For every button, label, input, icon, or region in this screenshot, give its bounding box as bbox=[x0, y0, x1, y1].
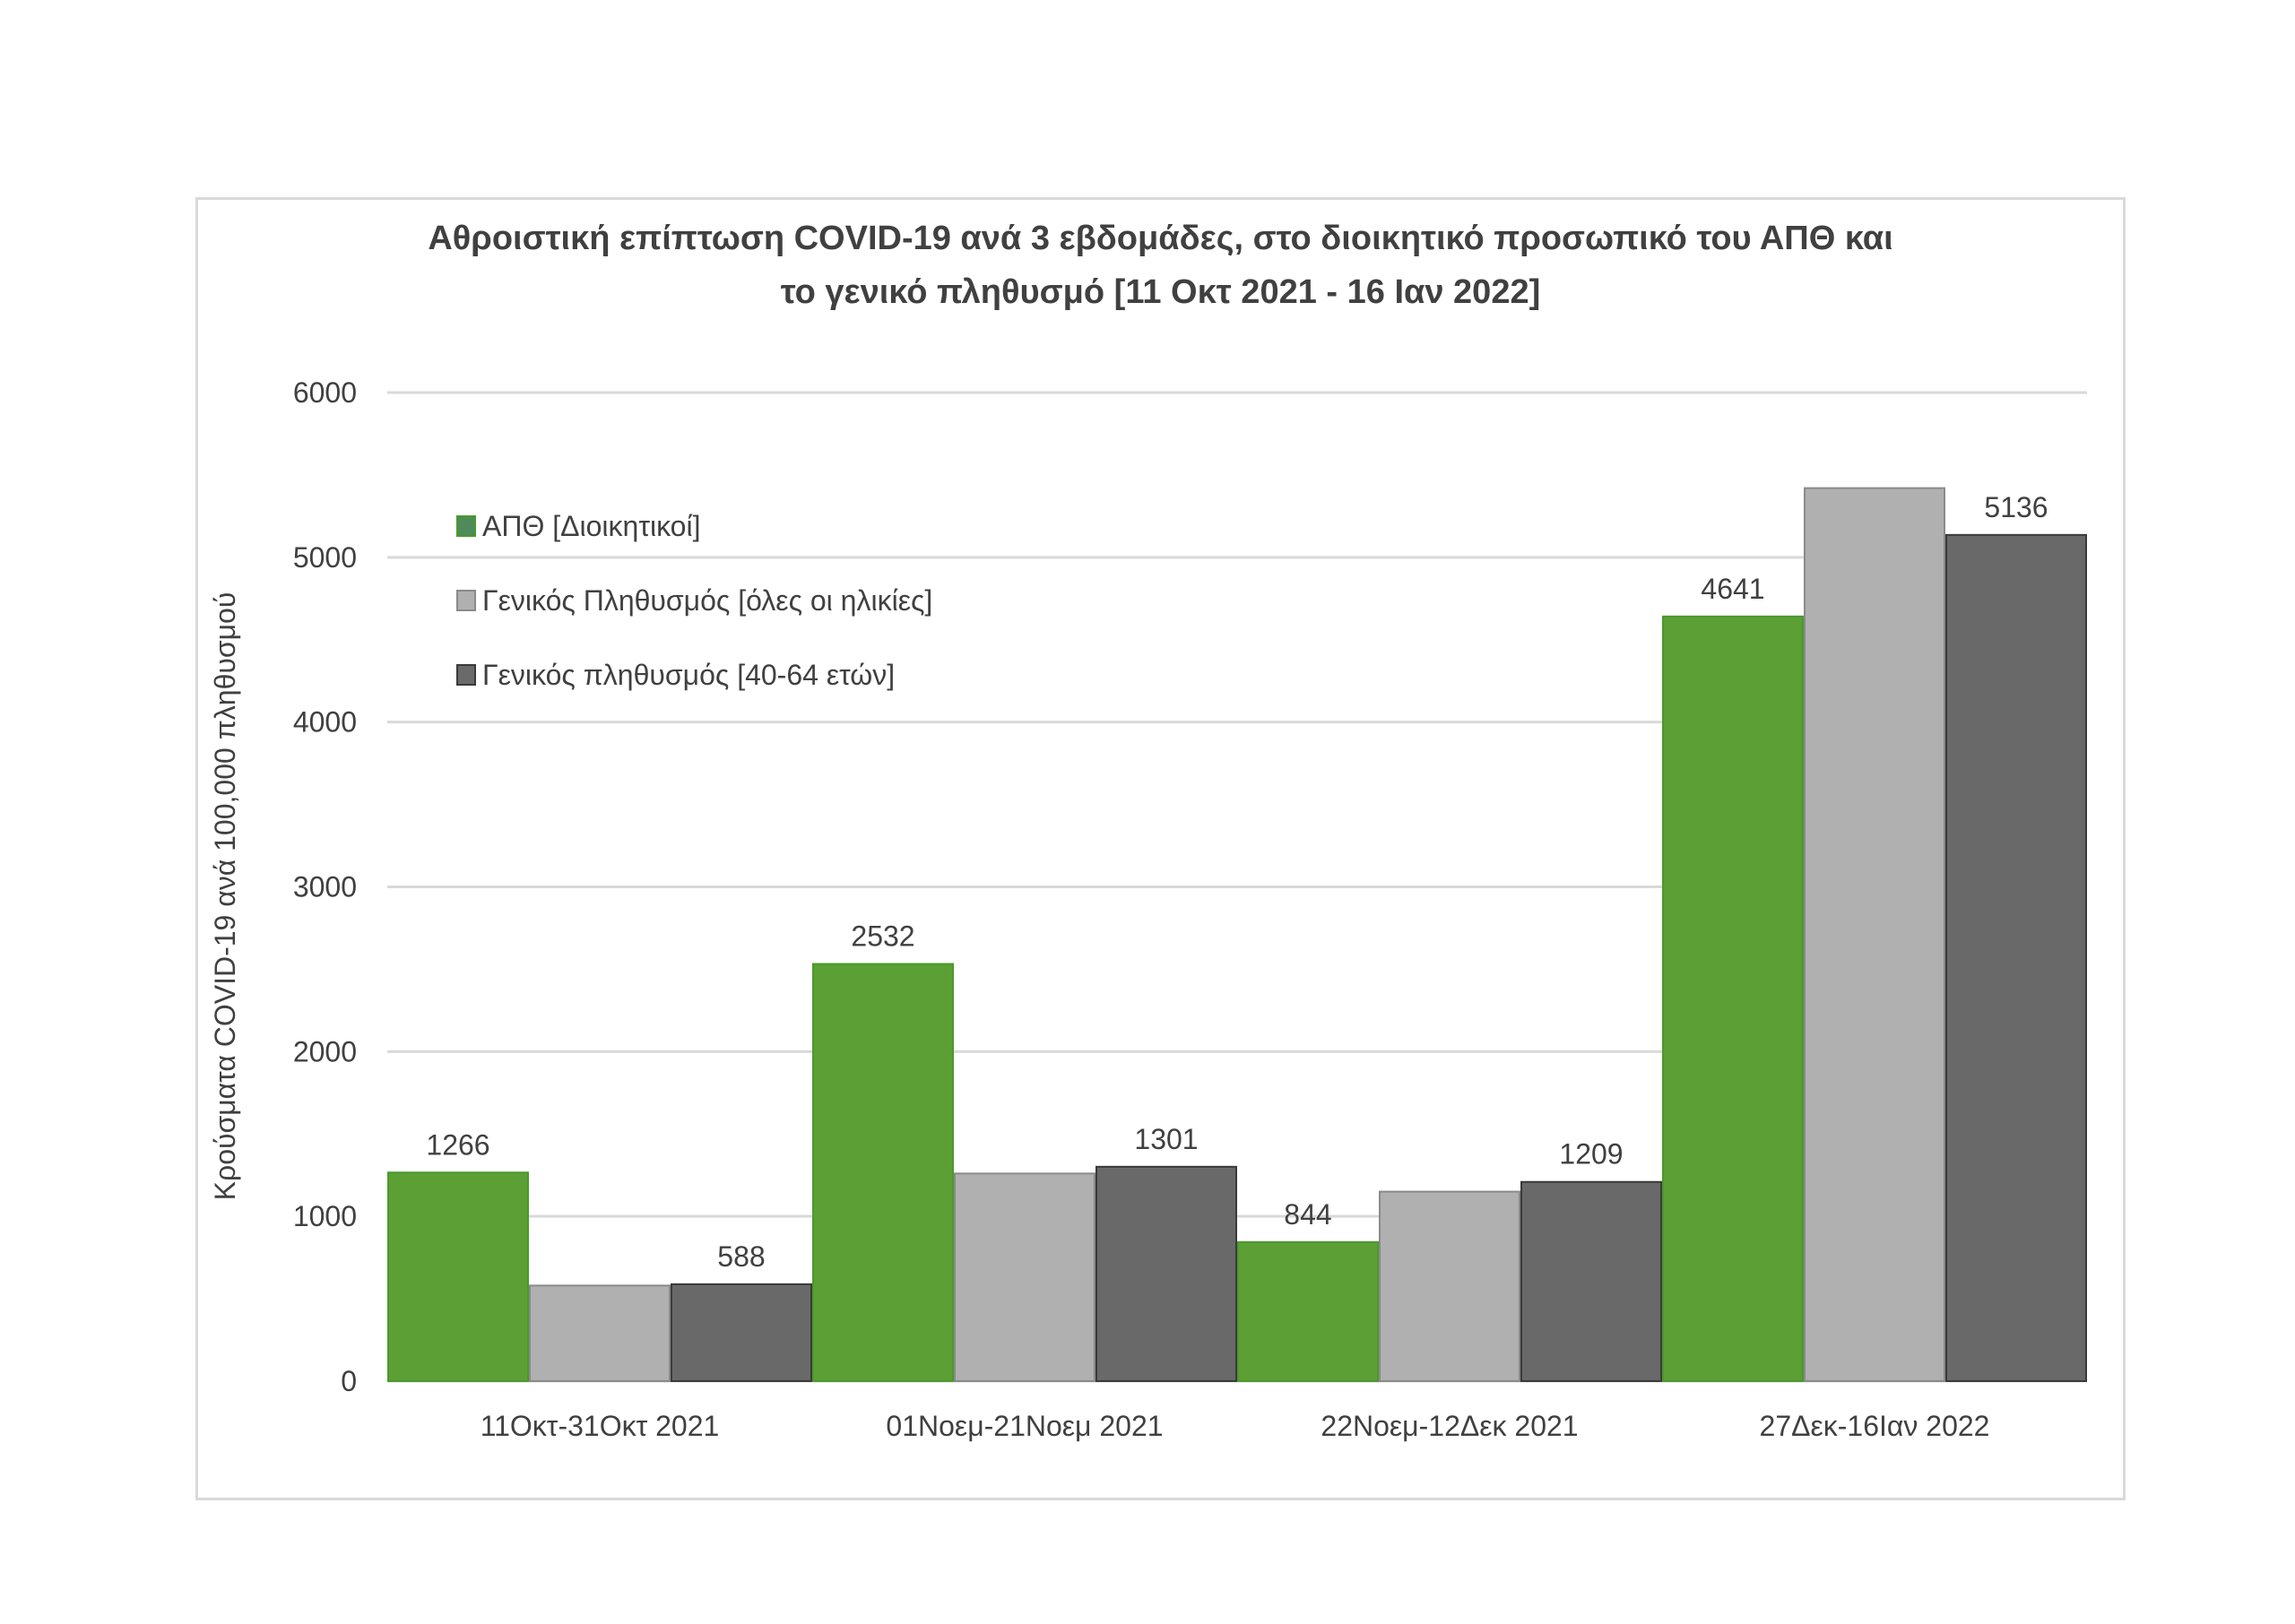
legend-swatch bbox=[456, 515, 476, 537]
bar-series-2-cat-3 bbox=[1379, 1190, 1520, 1383]
x-category-label: 11Οκτ-31Οκτ 2021 bbox=[481, 1410, 720, 1442]
bar-series-2-cat-2 bbox=[954, 1172, 1096, 1382]
legend-label: ΑΠΘ [Διοικητικοί] bbox=[482, 510, 700, 542]
data-labels: 1266 588 2532 1301 844 1209 4641 5136 bbox=[426, 491, 2048, 1273]
y-axis-ticks: 0 1000 2000 3000 4000 5000 6000 bbox=[293, 376, 357, 1397]
data-label: 1301 bbox=[1134, 1123, 1198, 1155]
chart-title-line-2: το γενικό πληθυσμό [11 Οκτ 2021 - 16 Ιαν… bbox=[780, 273, 1541, 311]
bar-series-3-cat-4 bbox=[1945, 533, 2087, 1382]
y-tick-label: 4000 bbox=[293, 706, 357, 739]
y-tick-label: 1000 bbox=[293, 1200, 357, 1232]
legend-label: Γενικός πληθυσμός [40-64 ετών] bbox=[482, 659, 895, 691]
x-category-label: 01Νοεμ-21Νοεμ 2021 bbox=[886, 1410, 1163, 1442]
bar-series-2-cat-1 bbox=[529, 1284, 671, 1383]
data-label: 5136 bbox=[1984, 491, 2048, 523]
bar-series-1-cat-3 bbox=[1237, 1240, 1379, 1383]
y-tick-label: 0 bbox=[341, 1365, 357, 1397]
data-label: 588 bbox=[717, 1240, 765, 1273]
bars bbox=[387, 487, 2087, 1383]
bar-series-1-cat-1 bbox=[387, 1171, 529, 1382]
legend-label: Γενικός Πληθυσμός [όλες οι ηλικίες] bbox=[482, 584, 932, 617]
y-tick-label: 5000 bbox=[293, 541, 357, 574]
legend-item: Γενικός Πληθυσμός [όλες οι ηλικίες] bbox=[456, 584, 932, 617]
chart-title: Αθροιστική επίπτωση COVID-19 ανά 3 εβδομ… bbox=[195, 212, 2126, 319]
y-tick-label: 3000 bbox=[293, 871, 357, 903]
y-tick-label: 2000 bbox=[293, 1035, 357, 1067]
chart-title-line-1: Αθροιστική επίπτωση COVID-19 ανά 3 εβδομ… bbox=[428, 220, 1893, 257]
bar-series-2-cat-4 bbox=[1804, 487, 1945, 1382]
data-label: 2532 bbox=[851, 920, 914, 953]
data-label: 1266 bbox=[426, 1128, 489, 1161]
legend-item: Γενικός πληθυσμός [40-64 ετών] bbox=[456, 659, 895, 691]
x-axis-categories: 11Οκτ-31Οκτ 2021 01Νοεμ-21Νοεμ 2021 22Νοεμ… bbox=[481, 1410, 1990, 1442]
bar-series-1-cat-2 bbox=[812, 963, 954, 1383]
bar-series-1-cat-4 bbox=[1662, 615, 1804, 1382]
y-axis-title: Κρούσματα COVID-19 ανά 100,000 πληθυσμού bbox=[209, 592, 241, 1201]
y-tick-label: 6000 bbox=[293, 376, 357, 409]
data-label: 844 bbox=[1284, 1198, 1331, 1231]
legend-swatch bbox=[456, 590, 476, 611]
legend-swatch bbox=[456, 664, 476, 686]
data-label: 1209 bbox=[1559, 1138, 1623, 1170]
x-category-label: 22Νοεμ-12Δεκ 2021 bbox=[1321, 1410, 1578, 1442]
bar-series-3-cat-1 bbox=[671, 1283, 812, 1383]
legend: ΑΠΘ [Διοικητικοί] Γενικός Πληθυσμός [όλες… bbox=[456, 510, 932, 691]
bar-series-3-cat-3 bbox=[1520, 1180, 1662, 1382]
data-label: 4641 bbox=[1701, 573, 1764, 605]
x-category-label: 27Δεκ-16Ιαν 2022 bbox=[1760, 1410, 1990, 1442]
bar-series-3-cat-2 bbox=[1096, 1165, 1237, 1383]
legend-item: ΑΠΘ [Διοικητικοί] bbox=[456, 510, 700, 542]
